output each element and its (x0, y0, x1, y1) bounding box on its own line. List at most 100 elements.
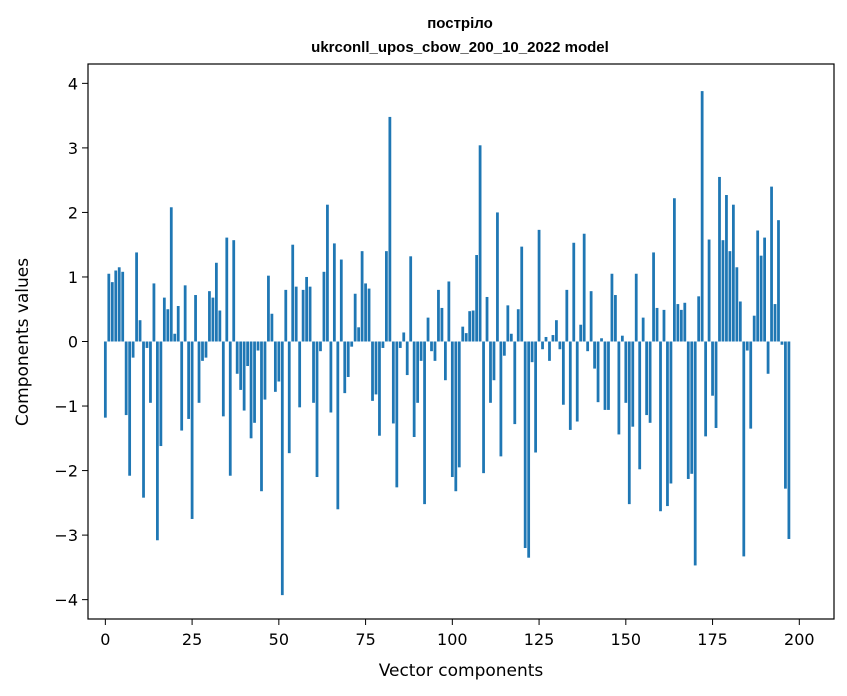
bar (749, 341, 753, 429)
bar (350, 341, 354, 347)
bar (763, 237, 766, 342)
bar (135, 252, 138, 342)
bar (162, 297, 166, 342)
y-tick-label: −2 (54, 462, 78, 481)
bar (402, 332, 406, 342)
bar (718, 176, 721, 342)
bar (367, 288, 371, 342)
bar (582, 233, 586, 342)
y-tick-label: 0 (68, 333, 78, 352)
bar (704, 341, 708, 437)
bar (190, 341, 194, 519)
bar (731, 204, 735, 342)
bar (652, 252, 655, 342)
bar (589, 291, 593, 342)
bar (253, 341, 256, 423)
x-tick-label: 50 (269, 630, 289, 649)
bar (624, 341, 628, 403)
bar (673, 198, 676, 342)
bar (423, 341, 426, 505)
bar (603, 341, 607, 410)
bar (152, 283, 156, 342)
bar (357, 327, 361, 342)
bar (426, 317, 430, 342)
bar (655, 307, 659, 342)
bar (759, 255, 763, 342)
bar (343, 341, 347, 394)
bar (461, 326, 465, 342)
bar (187, 341, 191, 419)
bar (548, 341, 551, 361)
bar (346, 341, 350, 377)
bar (381, 341, 385, 348)
bar (676, 304, 680, 342)
bar (707, 239, 711, 342)
x-tick-label: 100 (437, 630, 468, 649)
bar (336, 341, 340, 510)
bar (693, 341, 697, 566)
bar (666, 341, 669, 507)
bar (339, 259, 343, 342)
bar (780, 341, 784, 345)
y-axis-ticks: −4 −3 −2 −1 0 1 2 3 4 (54, 74, 88, 610)
bar (520, 246, 524, 342)
bar (530, 341, 534, 363)
bar (437, 289, 440, 342)
bar (721, 240, 725, 342)
bar (471, 310, 475, 342)
bar (770, 186, 773, 342)
bar (260, 341, 263, 492)
bar (218, 310, 222, 342)
bar (107, 273, 111, 342)
bar (256, 341, 260, 351)
bar (725, 195, 728, 342)
bar (412, 341, 416, 438)
bar (332, 243, 336, 342)
bar (117, 267, 121, 342)
bar (516, 309, 520, 342)
bar (787, 341, 791, 539)
bar (294, 286, 298, 342)
bar (391, 341, 395, 424)
bar (537, 229, 541, 342)
bar (700, 91, 704, 342)
bar (433, 341, 437, 361)
bar (641, 317, 645, 342)
bar (166, 309, 170, 342)
bar (312, 341, 315, 403)
bar (138, 320, 142, 342)
bar (103, 341, 107, 418)
bar (194, 295, 197, 342)
bar (173, 333, 177, 342)
bar (541, 341, 544, 350)
bar (204, 341, 208, 358)
bar (398, 341, 402, 348)
bar (600, 338, 603, 342)
bar (766, 341, 770, 374)
bar (211, 297, 215, 342)
bar (572, 242, 576, 342)
x-tick-label: 200 (784, 630, 815, 649)
bar (371, 341, 374, 401)
bar (430, 341, 433, 352)
bar (114, 270, 118, 342)
bar (579, 324, 583, 342)
bar (291, 244, 295, 342)
bar (156, 341, 159, 541)
bar (249, 341, 253, 439)
x-tick-label: 175 (697, 630, 728, 649)
y-tick-label: 2 (68, 203, 78, 222)
y-tick-label: −3 (54, 526, 78, 545)
bar (131, 341, 135, 358)
x-axis-label: Vector components (379, 661, 544, 681)
x-tick-label: 150 (611, 630, 642, 649)
bar (284, 289, 288, 342)
x-tick-label: 25 (182, 630, 202, 649)
bar (228, 341, 232, 476)
bar (482, 341, 485, 474)
bar (364, 283, 367, 342)
bar (742, 341, 746, 557)
bar (659, 341, 662, 512)
bar (752, 315, 756, 342)
bar (128, 341, 132, 476)
